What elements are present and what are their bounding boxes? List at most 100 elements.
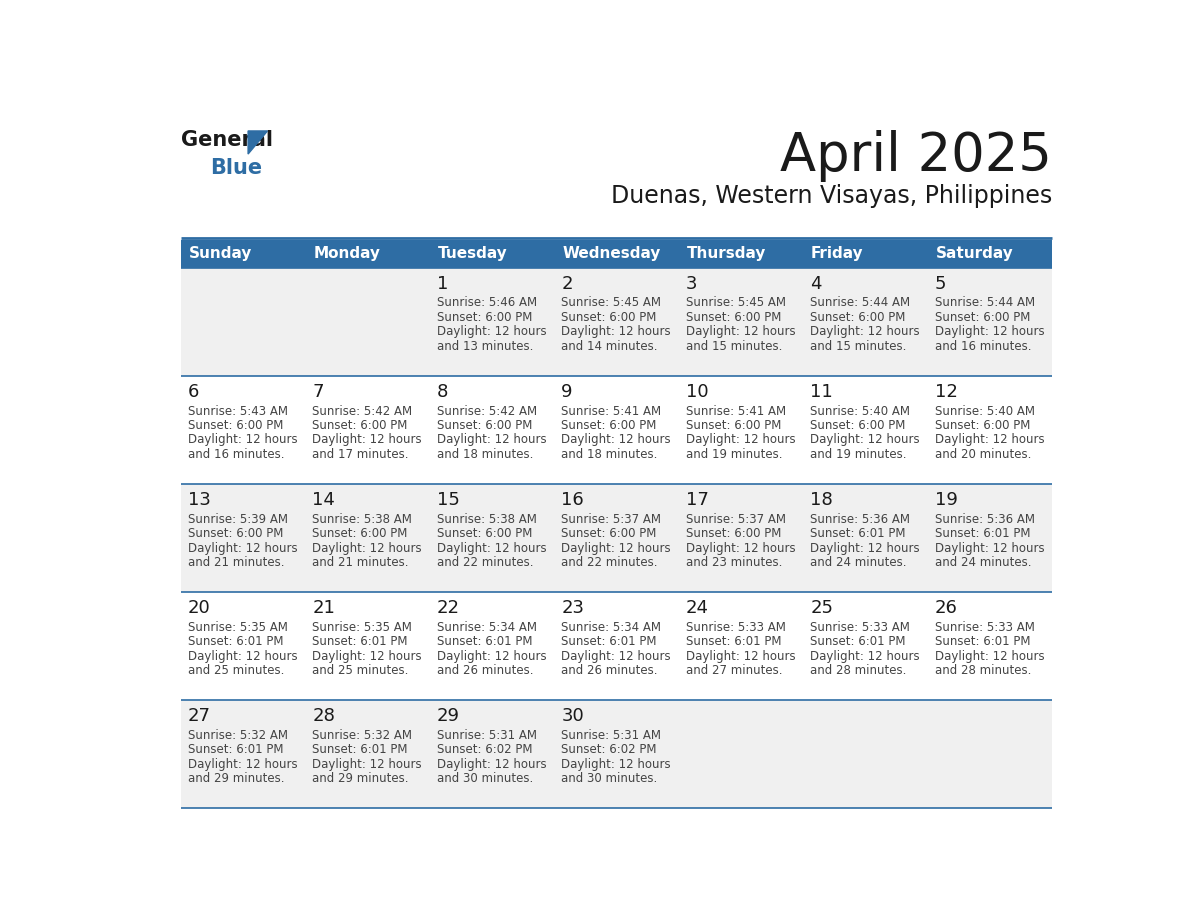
- Text: and 28 minutes.: and 28 minutes.: [935, 664, 1031, 677]
- Text: Duenas, Western Visayas, Philippines: Duenas, Western Visayas, Philippines: [611, 185, 1053, 208]
- Text: Sunset: 6:00 PM: Sunset: 6:00 PM: [935, 419, 1030, 432]
- Text: Sunrise: 5:39 AM: Sunrise: 5:39 AM: [188, 512, 287, 526]
- Text: Wednesday: Wednesday: [562, 246, 661, 261]
- Text: 7: 7: [312, 383, 324, 400]
- Text: Sunrise: 5:42 AM: Sunrise: 5:42 AM: [437, 405, 537, 418]
- Text: and 29 minutes.: and 29 minutes.: [188, 772, 284, 785]
- Text: and 16 minutes.: and 16 minutes.: [188, 448, 284, 461]
- Text: 22: 22: [437, 599, 460, 617]
- Text: Sunrise: 5:36 AM: Sunrise: 5:36 AM: [935, 512, 1035, 526]
- Text: Sunset: 6:01 PM: Sunset: 6:01 PM: [935, 527, 1030, 540]
- Bar: [181, 375, 1053, 484]
- Text: Daylight: 12 hours: Daylight: 12 hours: [188, 542, 298, 554]
- Text: Sunrise: 5:36 AM: Sunrise: 5:36 AM: [810, 512, 910, 526]
- Text: Monday: Monday: [314, 246, 380, 261]
- Text: Daylight: 12 hours: Daylight: 12 hours: [810, 433, 920, 446]
- Text: Sunrise: 5:44 AM: Sunrise: 5:44 AM: [935, 297, 1035, 309]
- Text: and 19 minutes.: and 19 minutes.: [685, 448, 782, 461]
- Text: Sunrise: 5:40 AM: Sunrise: 5:40 AM: [810, 405, 910, 418]
- Bar: [181, 592, 1053, 700]
- Text: and 18 minutes.: and 18 minutes.: [437, 448, 533, 461]
- Text: and 24 minutes.: and 24 minutes.: [935, 556, 1031, 569]
- Text: Daylight: 12 hours: Daylight: 12 hours: [562, 433, 671, 446]
- Text: and 26 minutes.: and 26 minutes.: [562, 664, 658, 677]
- Text: 20: 20: [188, 599, 210, 617]
- Text: Sunset: 6:00 PM: Sunset: 6:00 PM: [188, 419, 284, 432]
- Text: Sunset: 6:01 PM: Sunset: 6:01 PM: [312, 635, 407, 648]
- Text: Daylight: 12 hours: Daylight: 12 hours: [188, 433, 298, 446]
- Text: and 23 minutes.: and 23 minutes.: [685, 556, 782, 569]
- Text: Daylight: 12 hours: Daylight: 12 hours: [562, 326, 671, 339]
- Text: Sunset: 6:01 PM: Sunset: 6:01 PM: [437, 635, 532, 648]
- Text: Sunset: 6:01 PM: Sunset: 6:01 PM: [562, 635, 657, 648]
- Text: 14: 14: [312, 490, 335, 509]
- Text: Daylight: 12 hours: Daylight: 12 hours: [188, 757, 298, 770]
- Text: Sunset: 6:02 PM: Sunset: 6:02 PM: [437, 743, 532, 756]
- Text: Daylight: 12 hours: Daylight: 12 hours: [312, 650, 422, 663]
- Text: 27: 27: [188, 707, 211, 724]
- Text: Sunrise: 5:44 AM: Sunrise: 5:44 AM: [810, 297, 910, 309]
- Text: 17: 17: [685, 490, 709, 509]
- Text: 24: 24: [685, 599, 709, 617]
- Text: Daylight: 12 hours: Daylight: 12 hours: [685, 326, 796, 339]
- Text: Daylight: 12 hours: Daylight: 12 hours: [562, 542, 671, 554]
- Text: and 26 minutes.: and 26 minutes.: [437, 664, 533, 677]
- Text: 21: 21: [312, 599, 335, 617]
- Text: Sunrise: 5:33 AM: Sunrise: 5:33 AM: [810, 621, 910, 633]
- Text: and 25 minutes.: and 25 minutes.: [188, 664, 284, 677]
- Text: Daylight: 12 hours: Daylight: 12 hours: [312, 433, 422, 446]
- Text: 16: 16: [562, 490, 584, 509]
- Text: 23: 23: [562, 599, 584, 617]
- Text: Sunrise: 5:31 AM: Sunrise: 5:31 AM: [562, 729, 662, 742]
- Text: Sunrise: 5:33 AM: Sunrise: 5:33 AM: [935, 621, 1035, 633]
- Text: Daylight: 12 hours: Daylight: 12 hours: [437, 326, 546, 339]
- Text: and 18 minutes.: and 18 minutes.: [562, 448, 658, 461]
- Text: Saturday: Saturday: [935, 246, 1013, 261]
- Text: and 22 minutes.: and 22 minutes.: [562, 556, 658, 569]
- Text: Sunset: 6:00 PM: Sunset: 6:00 PM: [810, 311, 905, 324]
- Text: 10: 10: [685, 383, 708, 400]
- Text: Sunrise: 5:40 AM: Sunrise: 5:40 AM: [935, 405, 1035, 418]
- Text: Sunrise: 5:32 AM: Sunrise: 5:32 AM: [188, 729, 287, 742]
- Text: Sunset: 6:01 PM: Sunset: 6:01 PM: [685, 635, 782, 648]
- Text: and 13 minutes.: and 13 minutes.: [437, 340, 533, 353]
- Text: and 22 minutes.: and 22 minutes.: [437, 556, 533, 569]
- Text: Sunset: 6:00 PM: Sunset: 6:00 PM: [437, 311, 532, 324]
- Text: Sunset: 6:01 PM: Sunset: 6:01 PM: [312, 743, 407, 756]
- Text: and 19 minutes.: and 19 minutes.: [810, 448, 906, 461]
- Text: 30: 30: [562, 707, 584, 724]
- Text: and 14 minutes.: and 14 minutes.: [562, 340, 658, 353]
- Text: Sunset: 6:00 PM: Sunset: 6:00 PM: [935, 311, 1030, 324]
- Text: Sunrise: 5:43 AM: Sunrise: 5:43 AM: [188, 405, 287, 418]
- Text: Sunset: 6:00 PM: Sunset: 6:00 PM: [312, 419, 407, 432]
- Polygon shape: [248, 131, 267, 154]
- Text: Sunrise: 5:35 AM: Sunrise: 5:35 AM: [188, 621, 287, 633]
- Text: Daylight: 12 hours: Daylight: 12 hours: [685, 650, 796, 663]
- Bar: [181, 484, 1053, 592]
- Text: Daylight: 12 hours: Daylight: 12 hours: [188, 650, 298, 663]
- Bar: [181, 700, 1053, 808]
- Text: Sunset: 6:00 PM: Sunset: 6:00 PM: [188, 527, 284, 540]
- Text: 5: 5: [935, 274, 946, 293]
- Text: 1: 1: [437, 274, 448, 293]
- Text: Sunrise: 5:34 AM: Sunrise: 5:34 AM: [562, 621, 662, 633]
- Text: Daylight: 12 hours: Daylight: 12 hours: [562, 650, 671, 663]
- Text: and 21 minutes.: and 21 minutes.: [312, 556, 409, 569]
- Text: Sunset: 6:01 PM: Sunset: 6:01 PM: [188, 635, 284, 648]
- Text: 29: 29: [437, 707, 460, 724]
- Text: Daylight: 12 hours: Daylight: 12 hours: [810, 326, 920, 339]
- Text: Daylight: 12 hours: Daylight: 12 hours: [437, 542, 546, 554]
- Text: 28: 28: [312, 707, 335, 724]
- Text: 25: 25: [810, 599, 833, 617]
- Text: and 17 minutes.: and 17 minutes.: [312, 448, 409, 461]
- Text: Sunset: 6:00 PM: Sunset: 6:00 PM: [562, 419, 657, 432]
- Text: Daylight: 12 hours: Daylight: 12 hours: [935, 326, 1044, 339]
- Text: Sunset: 6:00 PM: Sunset: 6:00 PM: [562, 311, 657, 324]
- Text: Sunset: 6:00 PM: Sunset: 6:00 PM: [810, 419, 905, 432]
- Text: and 15 minutes.: and 15 minutes.: [685, 340, 782, 353]
- Text: and 21 minutes.: and 21 minutes.: [188, 556, 284, 569]
- Text: 9: 9: [562, 383, 573, 400]
- Text: and 27 minutes.: and 27 minutes.: [685, 664, 782, 677]
- Text: and 29 minutes.: and 29 minutes.: [312, 772, 409, 785]
- Text: Daylight: 12 hours: Daylight: 12 hours: [935, 542, 1044, 554]
